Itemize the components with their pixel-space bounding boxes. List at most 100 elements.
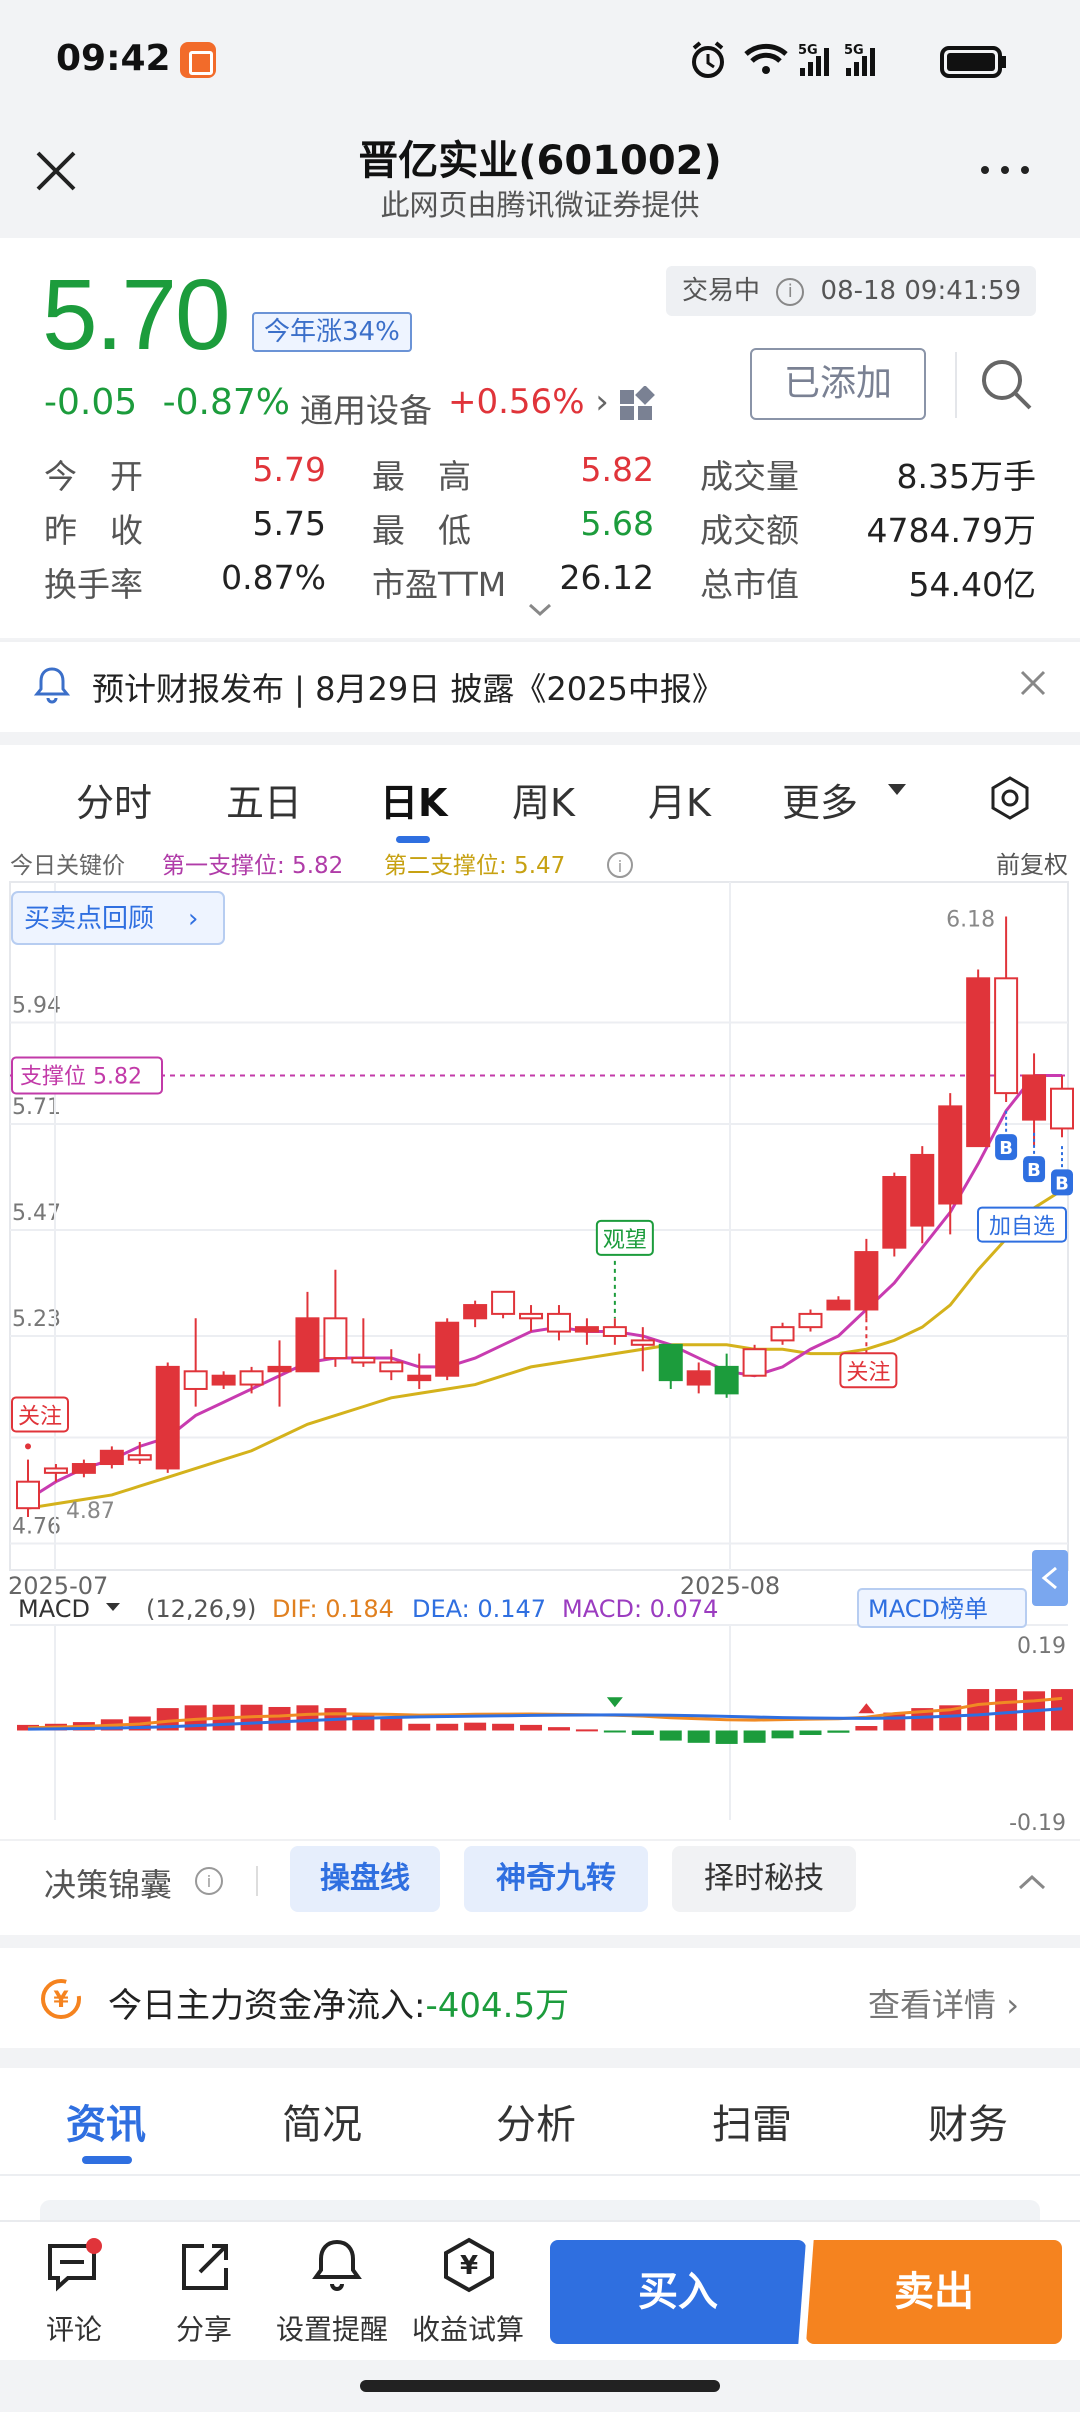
chevron-down-icon[interactable] [526,600,554,620]
chart-tab[interactable]: 更多 [782,781,859,825]
search-icon[interactable] [976,354,1036,414]
macd-dea: DEA: 0.147 [412,1595,546,1623]
close-icon[interactable] [1018,668,1048,698]
dea-line [27,1707,1063,1731]
candle-body [742,1348,767,1377]
x-label: 2025-08 [680,1572,780,1600]
candle-body [630,1339,655,1346]
review-button-box [11,891,225,945]
svg-text:¥: ¥ [53,1988,69,2013]
page-subtitle: 此网页由腾讯微证券提供 [380,188,700,222]
bell-icon[interactable] [308,2236,366,2294]
annotation-follow-2: 关注 [846,1360,890,1385]
pill-timing[interactable]: 择时秘技 [672,1846,856,1912]
change-percent: -0.87% [162,382,290,423]
home-indicator[interactable] [360,2380,720,2392]
sector-grid-icon[interactable] [618,386,658,426]
chevron-left-icon [1041,1566,1057,1590]
candle-body [854,1251,879,1311]
annotation-watch: 观望 [603,1228,647,1253]
action-label[interactable]: 收益试算 [411,2313,524,2346]
info-tab[interactable]: 资讯 [66,2102,146,2148]
chart-settings-icon[interactable] [990,776,1030,820]
kline-chart[interactable]: 今日关键价 第一支撑位: 5.82 第二支撑位: 5.47 i 前复权 5.94 5.71 5… [0,845,1080,1845]
candle-body [994,977,1019,1095]
added-watchlist-button[interactable]: 已添加 [750,348,926,420]
stat-label: 最 高 [372,457,471,496]
sector-name[interactable]: 通用设备 [300,391,432,430]
more-icon[interactable] [975,150,1035,190]
chart-tab[interactable]: 周K [512,781,575,825]
info-icon[interactable]: i [776,277,805,306]
info-icon[interactable]: i [194,1866,224,1896]
chevron-up-icon[interactable] [1016,1872,1048,1892]
share-icon[interactable] [178,2240,232,2294]
chart-tab[interactable]: 日K [380,781,448,825]
chart-tab[interactable]: 五日 [226,781,303,825]
view-details-link[interactable]: 查看详情 › [868,1986,1019,2024]
low-label: 4.87 [66,1499,115,1524]
macd-bar [603,1730,626,1733]
action-label[interactable]: 分享 [175,2313,232,2346]
comment-icon[interactable] [46,2238,102,2294]
battery-icon [940,46,1006,78]
macd-bar [547,1727,570,1731]
page-title: 晋亿实业(601002) [358,138,722,184]
candle-body [798,1312,823,1329]
info-tab[interactable]: 扫雷 [712,2102,792,2148]
trading-datetime: 08-18 09:41:59 [820,276,1022,306]
chart-tab[interactable]: 月K [648,781,711,825]
info-tab[interactable]: 简况 [282,2102,362,2148]
key-price-label: 今日关键价 [10,853,125,879]
divider [256,1866,258,1896]
info-tab[interactable]: 财务 [928,2102,1008,2148]
candle-body [239,1370,264,1386]
macd-dif: DIF: 0.184 [272,1595,394,1623]
y-tick-label: 5.23 [12,1307,61,1332]
info-tab[interactable]: 分析 [496,2102,576,2148]
macd-top-tick: 0.19 [1017,1634,1066,1659]
candle-body [43,1467,68,1474]
chart-tab[interactable]: 分时 [76,781,153,825]
close-icon[interactable] [30,145,82,197]
macd-bar [492,1723,515,1731]
earnings-notice[interactable] [0,640,1080,732]
sector-change[interactable]: +0.56% › [448,382,609,422]
pill-magic-nine[interactable]: 神奇九转 [464,1846,648,1912]
action-label[interactable]: 设置提醒 [275,2313,388,2346]
macd-bar [659,1730,682,1741]
candle-body [407,1374,432,1382]
pill-operation-line[interactable]: 操盘线 [290,1846,440,1912]
candle-body [351,1357,376,1364]
buy-marker-box [1023,1156,1046,1183]
macd-bar [156,1708,179,1731]
funds-flow-row[interactable] [0,1948,1080,2048]
caret-down-icon[interactable] [888,784,906,795]
macd-bar [268,1706,291,1731]
sell-button[interactable]: 卖出 [806,2240,1062,2344]
macd-bar [464,1722,487,1731]
calculator-yuan-icon[interactable]: ¥ [440,2236,498,2294]
macd-bar [631,1730,654,1735]
yuan-flow-icon: ¥ [41,1979,81,2019]
current-price: 5.70 [42,259,231,371]
buy-marker: B [1027,1160,1041,1181]
y-tick-label: 5.47 [12,1201,61,1226]
svg-text:5G: 5G [798,43,818,58]
ma5-line [27,1073,1062,1501]
candle-body [16,1480,40,1510]
stat-label: 市盈TTM [372,565,507,604]
buy-button[interactable]: 买入 [550,2240,806,2344]
candle-body [826,1299,851,1311]
svg-text:5G: 5G [844,43,864,58]
action-label[interactable]: 评论 [45,2313,102,2346]
review-button: 买卖点回顾 [24,904,154,934]
candle-body [435,1321,460,1377]
add-watch-box [977,1206,1067,1243]
funds-value: -404.5万 [425,1986,570,2026]
macd-bar [575,1729,598,1732]
high-label: 6.18 [946,907,995,932]
ytd-badge: 今年涨34% [252,312,412,352]
macd-bar [855,1726,878,1731]
candle-body [1050,1087,1074,1130]
